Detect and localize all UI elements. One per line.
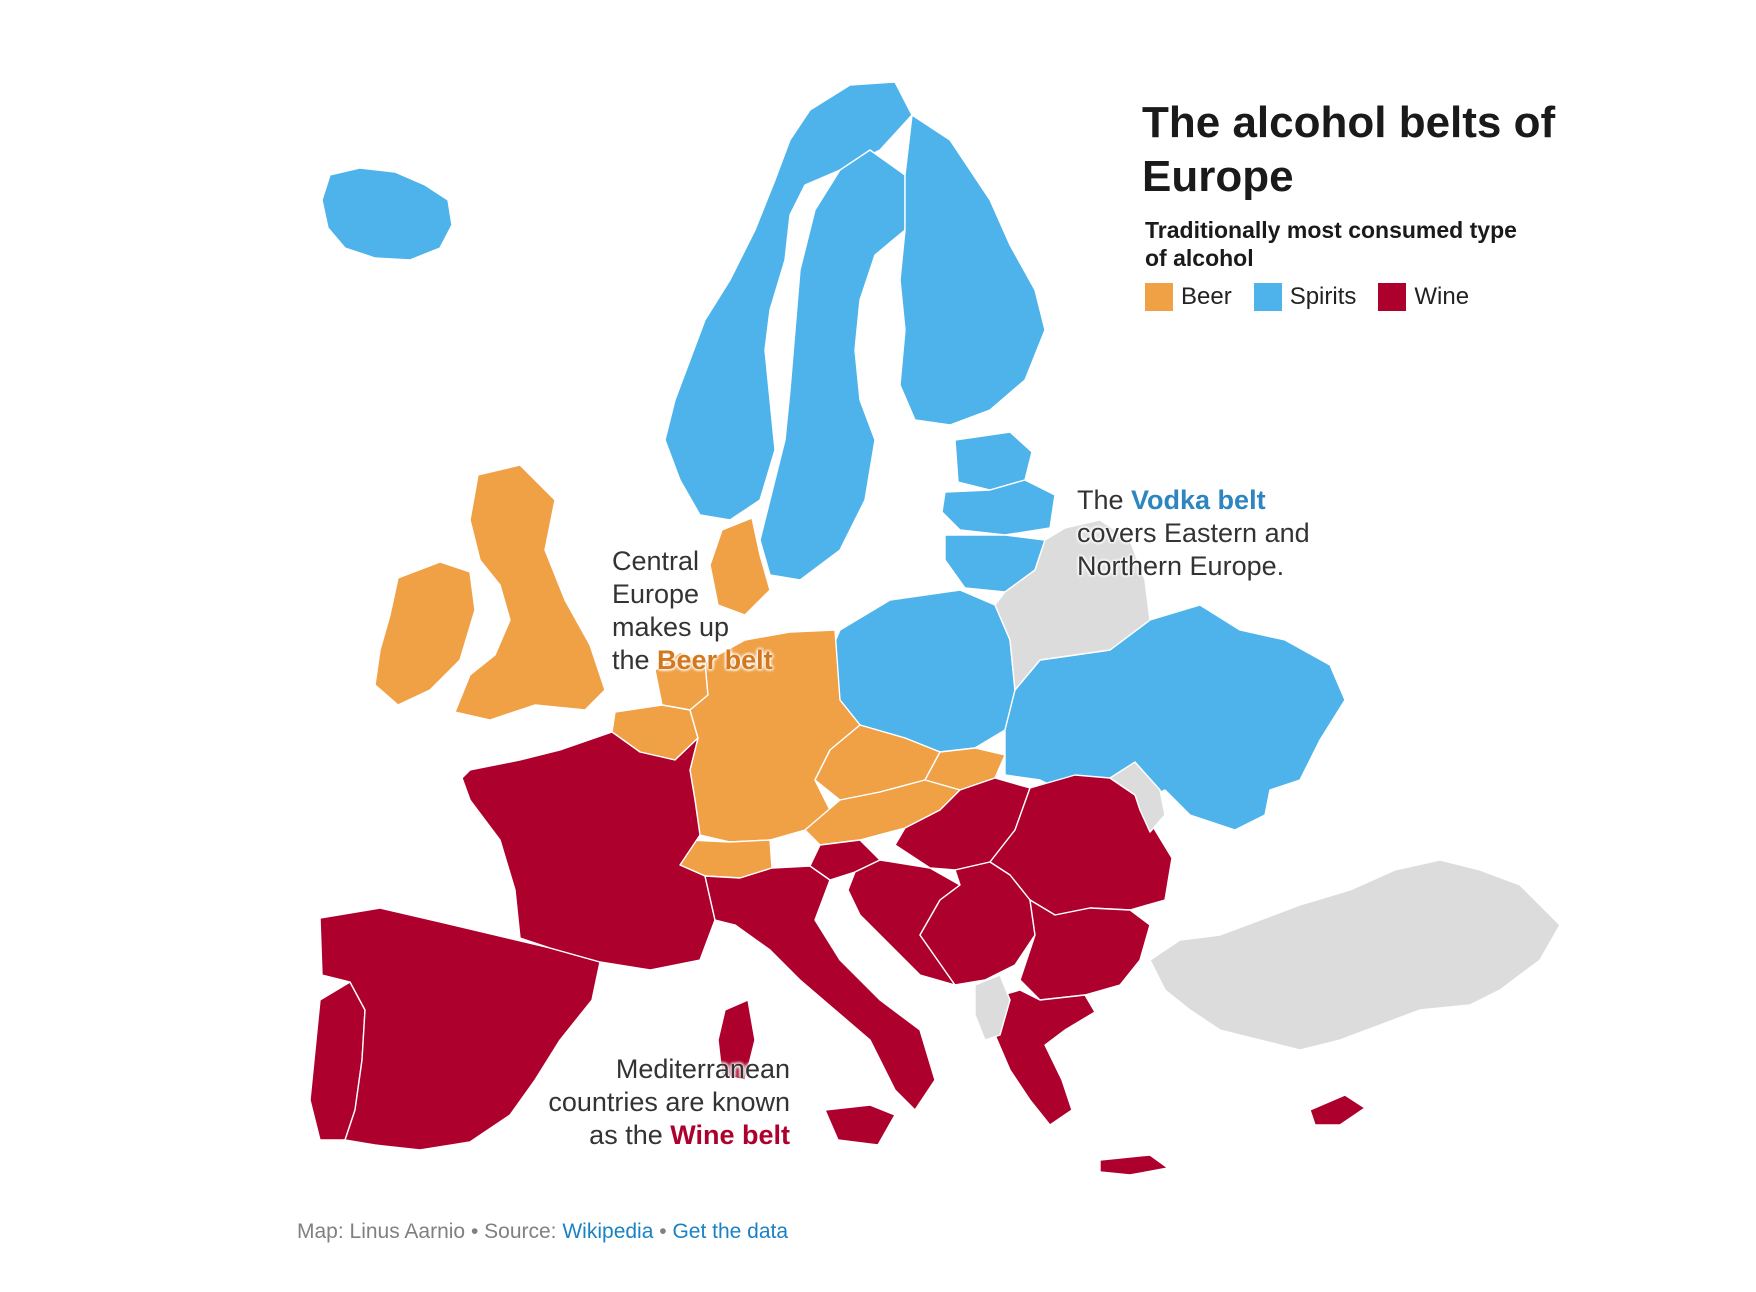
region-sardinia: [717, 999, 756, 1081]
region-serbia: [919, 861, 1036, 986]
legend-label-beer: Beer: [1181, 283, 1232, 310]
footer: Map: Linus Aarnio • Source: Wikipedia • …: [297, 1220, 788, 1244]
wine-belt-highlight: Wine belt: [670, 1120, 790, 1150]
beer-annot-line3: makes up: [612, 612, 730, 642]
legend-label-wine: Wine: [1414, 283, 1470, 310]
region-finland: [899, 114, 1046, 426]
source-link[interactable]: Wikipedia: [562, 1220, 654, 1243]
wine-annot-line2: countries are known: [548, 1087, 790, 1117]
region-albania: [974, 974, 1011, 1041]
vodka-belt-highlight: Vodka belt: [1131, 485, 1266, 515]
region-turkey: [1149, 859, 1561, 1051]
region-ireland: [374, 561, 476, 706]
footer-separator-2: •: [653, 1220, 673, 1243]
legend-item-beer: Beer: [1145, 283, 1232, 311]
region-crete: [1099, 1154, 1169, 1176]
chart-title: The alcohol belts of Europe: [1142, 98, 1556, 201]
beer-annot-prefix: the: [612, 645, 658, 675]
wine-annot-prefix: as the: [589, 1120, 671, 1150]
region-spain: [319, 907, 601, 1151]
legend: Beer Spirits Wine: [1145, 283, 1469, 311]
region-belarus: [994, 519, 1151, 691]
vodka-annot-prefix: The: [1077, 485, 1132, 515]
region-sweden: [759, 149, 906, 581]
region-denmark: [709, 517, 771, 616]
region-sicily: [824, 1104, 896, 1146]
region-cyprus: [1309, 1094, 1366, 1126]
beer-belt-highlight: Beer belt: [657, 645, 773, 675]
vodka-annot-line3: Northern Europe.: [1077, 551, 1285, 581]
map-credit: Map: Linus Aarnio: [297, 1220, 466, 1243]
wine-annot-line1: Mediterranean: [615, 1054, 790, 1084]
wine-belt-annotation: Mediterranean countries are known as the…: [500, 1053, 790, 1152]
legend-item-spirits: Spirits: [1253, 283, 1357, 311]
legend-swatch-spirits: [1253, 283, 1282, 311]
region-france: [461, 731, 716, 971]
source-label: Source:: [484, 1220, 563, 1243]
region-latvia: [941, 479, 1056, 536]
legend-subtitle: Traditionally most consumed type of alco…: [1145, 217, 1517, 271]
beer-belt-annotation: Central Europe makes up the Beer belt: [612, 545, 773, 677]
vodka-annot-line1: The Vodka belt: [1077, 484, 1310, 517]
legend-swatch-beer: [1145, 283, 1173, 311]
legend-label-spirits: Spirits: [1289, 283, 1357, 310]
vodka-belt-annotation: The Vodka belt covers Eastern and Northe…: [1077, 484, 1310, 583]
legend-swatch-wine: [1378, 283, 1407, 311]
region-bulgaria: [1019, 899, 1151, 1001]
beer-annot-line1: Central: [612, 546, 700, 576]
vodka-annot-line2: covers Eastern and: [1077, 518, 1310, 548]
wine-annot-line3: as the Wine belt: [500, 1119, 790, 1152]
region-iceland: [321, 167, 453, 261]
region-united-kingdom: [454, 464, 606, 721]
legend-item-wine: Wine: [1378, 283, 1469, 311]
region-greece: [984, 989, 1096, 1126]
region-moldova: [1109, 761, 1166, 833]
beer-annot-line2: Europe: [612, 579, 700, 609]
beer-annot-line4: the Beer belt: [612, 644, 773, 677]
footer-separator-1: •: [465, 1220, 485, 1243]
get-the-data-link[interactable]: Get the data: [672, 1220, 789, 1243]
